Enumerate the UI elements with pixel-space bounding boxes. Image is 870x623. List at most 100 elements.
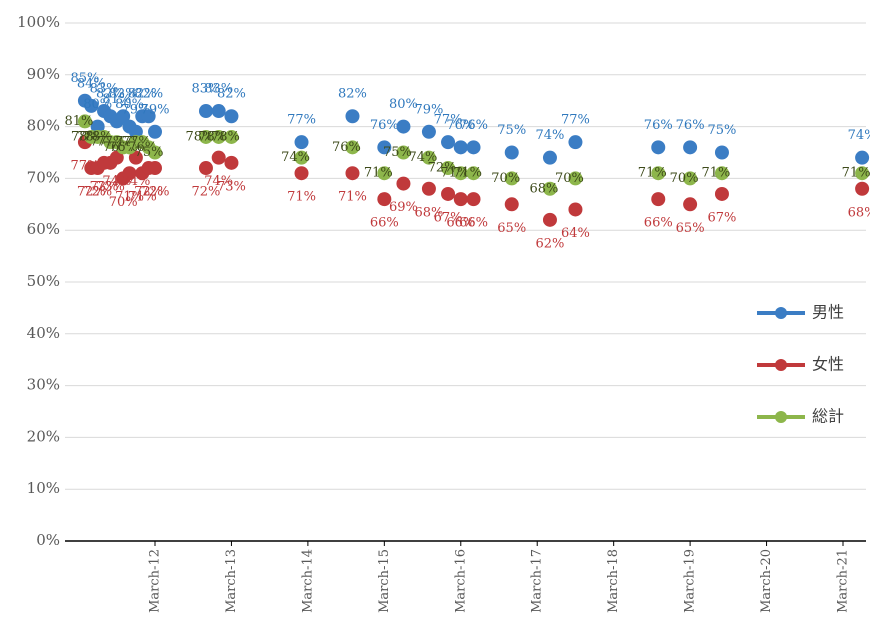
data-label: 76% [332,140,361,155]
data-label: 69% [389,200,418,215]
point [504,145,519,160]
x-tick-label: March-16 [453,549,468,613]
point [77,114,92,129]
data-label: 82% [338,87,367,102]
point [441,135,456,150]
point [421,124,436,139]
data-label: 84% [77,76,106,91]
data-label: 77% [434,113,463,128]
x-tick-label: March-15 [377,549,392,613]
x-tick-label: March-14 [300,549,315,613]
point [466,192,481,207]
point [651,192,666,207]
point [466,140,481,155]
point [294,135,309,150]
data-label: 70% [555,171,584,186]
data-label: 70% [491,171,520,186]
point [224,109,239,124]
data-label: 76% [644,118,673,133]
point [294,150,309,165]
y-tick-label: 20% [27,427,60,445]
data-label: 82% [134,87,163,102]
point [122,166,137,181]
data-label: 71% [702,166,731,181]
data-label: 74% [281,150,310,165]
data-label: 65% [676,221,705,236]
point [504,197,519,212]
data-label: 77% [561,113,590,128]
data-label: 82% [96,87,125,102]
data-label: 72% [77,185,106,200]
point [116,109,131,124]
data-label: 77% [287,113,316,128]
legend-marker [775,307,787,319]
point [421,150,436,165]
data-label: 79% [141,102,170,117]
point [683,197,698,212]
point [224,155,239,170]
data-label: 70% [670,171,699,186]
x-tick-label: March-18 [606,549,621,613]
data-label: 74% [408,150,437,165]
point [148,145,162,160]
point [466,166,481,181]
data-label: 80% [115,97,144,112]
y-tick-label: 100% [17,13,60,31]
point [345,109,360,124]
point [396,119,411,134]
data-label: 67% [434,210,463,225]
x-tick-label: March-13 [224,549,239,613]
data-label: 75% [135,145,164,160]
point [294,166,309,181]
data-label: 78% [186,129,215,144]
data-label: 68% [530,181,559,196]
point [84,98,99,113]
data-label: 72% [428,161,457,176]
point [453,192,468,207]
data-label: 71% [453,166,482,181]
data-label: 75% [708,123,737,138]
x-tick-label: March-12 [148,549,163,613]
point [198,129,213,144]
x-tick-label: March-21 [836,549,851,613]
data-label: 67% [708,210,737,225]
data-label: 78% [211,129,240,144]
legend-label: 総計 [812,407,844,426]
data-label: 66% [459,216,488,231]
point [377,192,392,207]
data-label: 79% [414,102,443,117]
point [441,186,456,201]
y-tick-label: 60% [27,220,60,238]
point [148,124,162,139]
data-label: 82% [217,87,246,102]
point [345,166,360,181]
data-label: 72% [134,185,163,200]
y-tick-label: 0% [36,531,60,549]
data-label: 71% [638,166,667,181]
data-label: 68% [414,205,443,220]
data-label: 73% [90,179,119,194]
point [377,140,392,155]
data-label: 65% [497,221,526,236]
point [714,145,729,160]
y-tick-label: 40% [27,324,60,342]
data-label: 83% [192,82,221,97]
data-label: 72% [141,185,170,200]
point [128,150,143,165]
point [683,171,698,186]
point [855,166,870,181]
x-tick-label: March-20 [759,549,774,613]
data-label: 81% [102,92,131,107]
point [504,171,519,186]
legend-label: 女性 [812,355,844,374]
point [542,212,557,227]
data-label: 73% [217,179,246,194]
point [542,150,557,165]
data-label: 74% [848,128,870,143]
data-label: 76% [370,118,399,133]
point [211,104,226,119]
data-label: 82% [109,87,138,102]
data-label: 71% [338,190,367,205]
point [651,166,666,181]
